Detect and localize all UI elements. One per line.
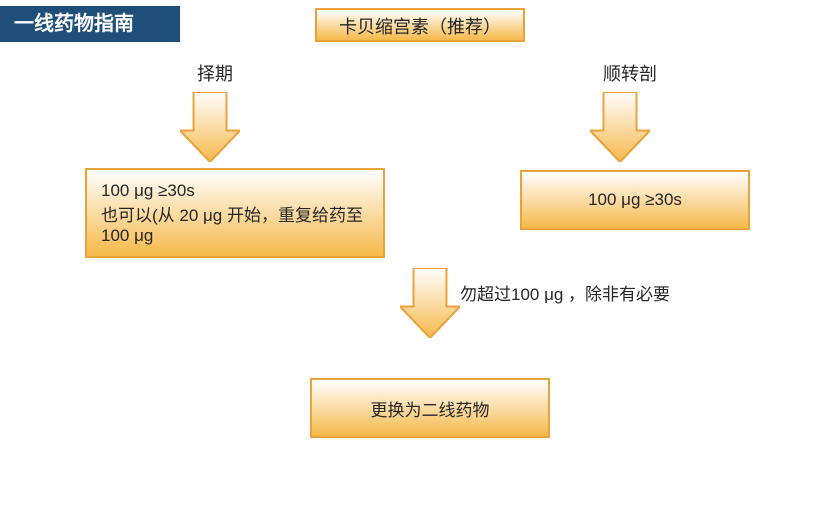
label-right: 顺转剖: [590, 60, 670, 84]
label-right-text: 顺转剖: [603, 64, 657, 84]
title-box: 卡贝缩宫素（推荐）: [315, 8, 525, 42]
header-bar: 一线药物指南: [0, 6, 180, 42]
node-right-text: 100 μg ≥30s: [588, 190, 682, 210]
caution-label: 勿超过100 μg ，除非有必要: [460, 280, 720, 304]
caution-text: 勿超过100 μg ，除非有必要: [460, 285, 670, 304]
header-title: 一线药物指南: [14, 13, 134, 35]
arrow-left-icon: [180, 92, 240, 162]
label-left-text: 择期: [197, 64, 233, 84]
label-left: 择期: [185, 60, 245, 84]
node-left-text: 100 μg ≥30s 也可以(从 20 μg 开始，重复给药至 100 μg: [101, 181, 369, 246]
node-right-box: 100 μg ≥30s: [520, 170, 750, 230]
node-bottom-text: 更换为二线药物: [371, 396, 490, 421]
arrow-right-icon: [590, 92, 650, 162]
node-bottom-box: 更换为二线药物: [310, 378, 550, 438]
node-left-box: 100 μg ≥30s 也可以(从 20 μg 开始，重复给药至 100 μg: [85, 168, 385, 258]
title-text: 卡贝缩宫素（推荐）: [339, 17, 501, 37]
arrow-center-icon: [400, 268, 460, 338]
